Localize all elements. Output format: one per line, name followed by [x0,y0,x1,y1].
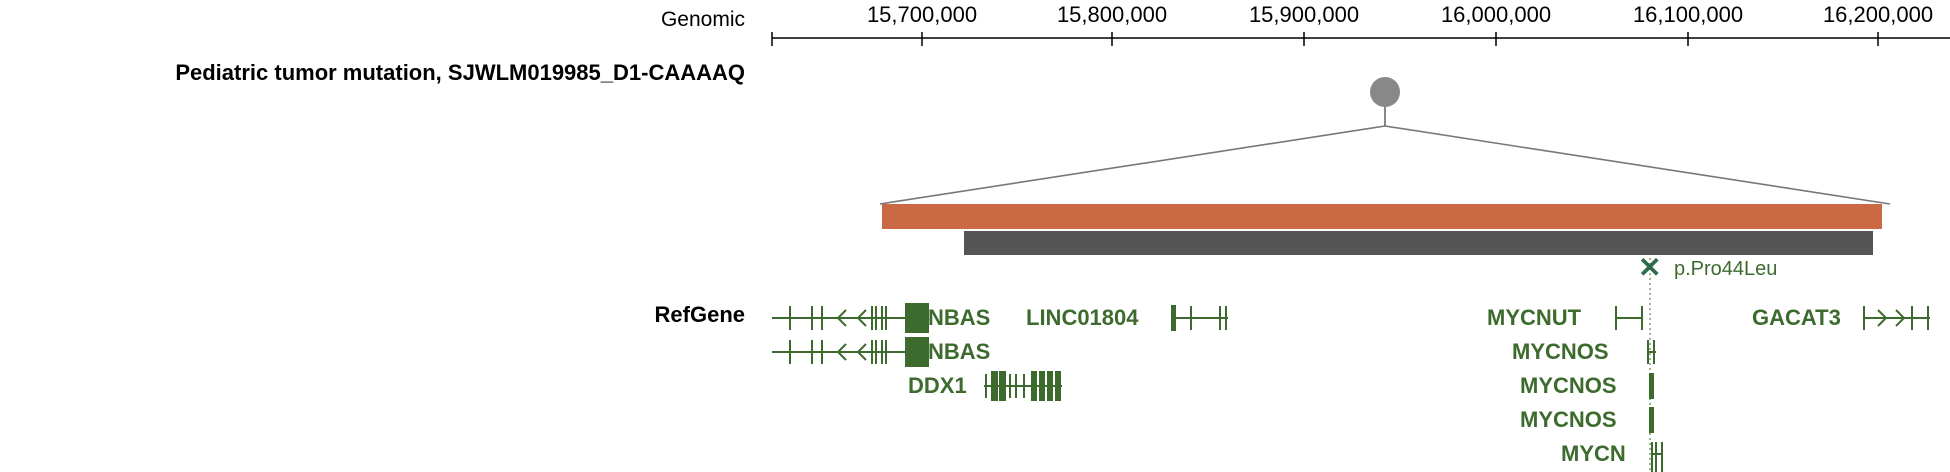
zoom-connector [879,125,1891,205]
gene-model-ddx1[interactable] [984,371,1062,401]
gene-label[interactable]: MYCNOS [1520,373,1617,398]
gene-label[interactable]: MYCNUT [1487,305,1582,330]
tick-label: 15,800,000 [1056,2,1168,27]
gene-model-nbas-1[interactable] [772,303,929,333]
axis-ticks [771,32,1879,46]
snv-label[interactable]: p.Pro44Leu [1674,258,1778,280]
gene-model-mycnos-1[interactable] [1647,340,1656,364]
gene-label[interactable]: MYCN [1561,441,1626,466]
gene-label[interactable]: MYCNOS [1512,339,1609,364]
sv-bar[interactable] [964,231,1873,255]
gene-model-linc01804[interactable] [1171,305,1228,331]
tick-label: 16,200,000 [1822,2,1934,27]
gene-label[interactable]: LINC01804 [1026,305,1139,330]
gene-label[interactable]: NBAS [928,305,991,330]
mutation-track-title[interactable]: Pediatric tumor mutation, SJWLM019985_D1… [175,60,745,85]
gene-structures [772,303,1930,472]
tick-label: 15,700,000 [866,2,978,27]
gene-label[interactable]: MYCNOS [1520,407,1617,432]
gene-model-nbas-2[interactable] [772,337,929,367]
gene-model-mycnut[interactable] [1615,306,1643,330]
snv-marker-icon[interactable]: ✕ [1638,252,1662,283]
gene-label[interactable]: DDX1 [908,373,967,398]
tick-label: 16,100,000 [1632,2,1744,27]
gene-label[interactable]: GACAT3 [1752,305,1841,330]
lollipop-head[interactable] [1370,77,1400,107]
refgene-track-title[interactable]: RefGene [654,302,745,327]
tick-label: 15,900,000 [1248,2,1360,27]
tick-label: 16,000,000 [1440,2,1552,27]
axis-title: Genomic [660,8,745,31]
cnv-bar[interactable] [882,204,1882,229]
gene-model-mycnos-2[interactable] [1649,373,1654,399]
gene-model-mycn[interactable] [1651,442,1663,472]
gene-label[interactable]: NBAS [928,339,991,364]
gene-model-gacat3[interactable] [1863,306,1930,330]
